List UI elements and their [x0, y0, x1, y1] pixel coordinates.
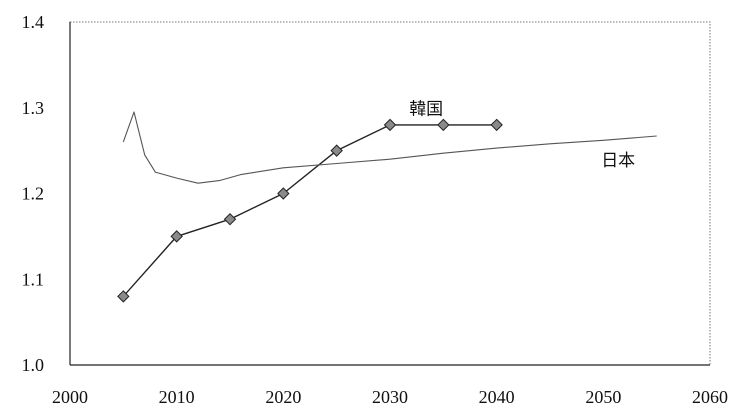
x-tick-label: 2060: [692, 387, 728, 407]
y-tick-label: 1.2: [22, 184, 45, 204]
plot-frame: [69, 21, 711, 366]
data-point: [170, 230, 183, 243]
x-tick-label: 2050: [585, 387, 621, 407]
x-tick-label: 2020: [265, 387, 301, 407]
series-label-korea: 韓国: [409, 100, 443, 120]
series-line-korea: [122, 124, 497, 297]
data-point: [277, 187, 290, 200]
y-tick-label: 1.1: [22, 269, 45, 289]
y-tick-label: 1.0: [22, 355, 45, 375]
series-line-japan: [122, 111, 657, 184]
x-tick-label: 2040: [479, 387, 515, 407]
x-tick-label: 2030: [372, 387, 408, 407]
data-point: [437, 118, 450, 132]
y-tick-label: 1.3: [22, 98, 45, 118]
x-tick-label: 2000: [52, 387, 88, 407]
x-tick-label: 2010: [159, 387, 195, 407]
data-point: [117, 290, 130, 303]
data-point: [383, 118, 397, 132]
plot-border: [69, 21, 711, 366]
data-point: [490, 118, 503, 132]
y-tick-label: 1.4: [22, 12, 45, 32]
series-markers: [117, 118, 503, 303]
tick-labels: 2000 2010 2020 2030 2040 2050 2060 1.0 1.1 1.2 1.3…: [22, 12, 729, 407]
series-lines: [122, 111, 657, 297]
data-point: [223, 213, 237, 226]
data-point: [330, 144, 343, 157]
series-label-japan: 日本: [601, 151, 635, 171]
